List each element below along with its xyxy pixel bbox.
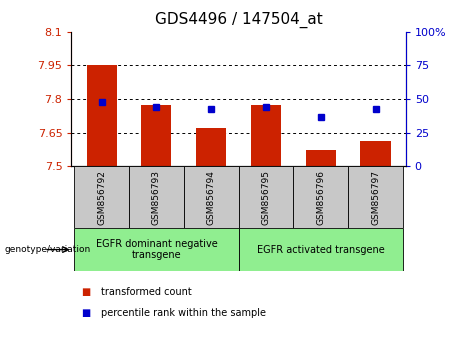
Bar [239,228,403,271]
Text: GSM856792: GSM856792 [97,170,106,225]
Bar [74,228,239,271]
Bar [251,105,281,166]
Bar [87,65,117,166]
Text: genotype/variation: genotype/variation [5,245,91,254]
Text: GSM856793: GSM856793 [152,170,161,225]
Text: EGFR activated transgene: EGFR activated transgene [257,245,384,255]
Title: GDS4496 / 147504_at: GDS4496 / 147504_at [155,12,322,28]
Text: GSM856795: GSM856795 [261,170,271,225]
Text: GSM856796: GSM856796 [316,170,325,225]
Bar [306,149,336,166]
Bar [239,166,293,228]
Bar [196,128,226,166]
Text: percentile rank within the sample: percentile rank within the sample [101,308,266,318]
Text: ■: ■ [81,308,90,318]
Bar [184,166,239,228]
Bar [129,166,184,228]
Text: transformed count: transformed count [101,287,192,297]
Text: ■: ■ [81,287,90,297]
Bar [348,166,403,228]
Text: GSM856794: GSM856794 [207,170,216,225]
Bar [74,166,129,228]
Bar [361,141,390,166]
Bar [142,105,171,166]
Bar [293,166,348,228]
Text: EGFR dominant negative
transgene: EGFR dominant negative transgene [95,239,217,261]
Text: GSM856797: GSM856797 [371,170,380,225]
